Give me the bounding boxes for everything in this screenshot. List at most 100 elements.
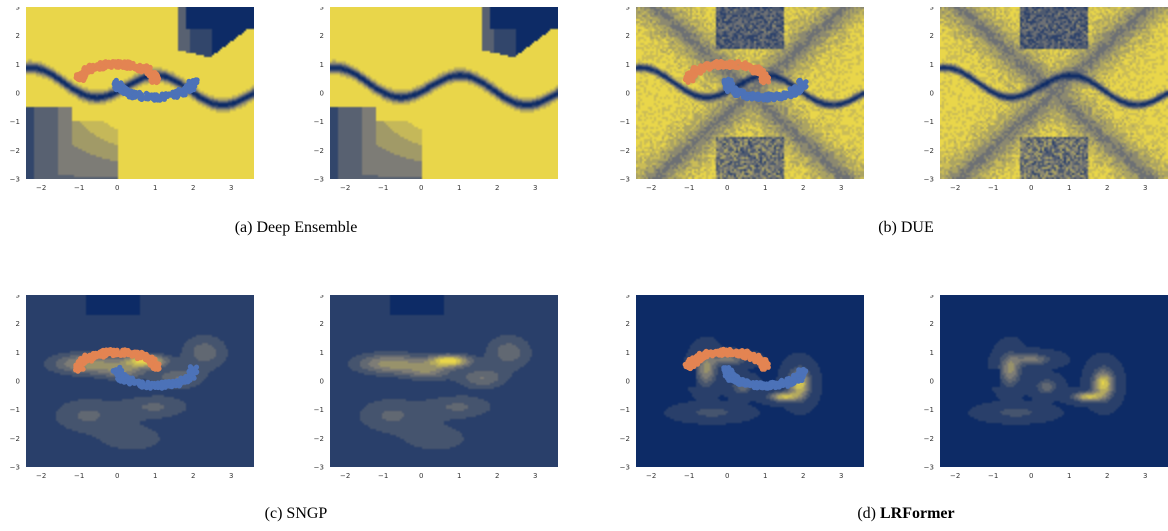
y-tick-label: −3 — [10, 464, 20, 472]
y-tick-label: −3 — [10, 176, 20, 184]
class1-point — [162, 91, 168, 97]
class1-point — [797, 84, 803, 90]
heatmap-field — [330, 7, 558, 179]
y-tick-label: 1 — [930, 61, 934, 69]
class0-point — [739, 348, 745, 354]
class1-point — [736, 378, 743, 384]
class1-point — [176, 86, 182, 93]
class0-point — [690, 355, 696, 361]
class1-point — [796, 78, 802, 85]
class0-point — [103, 347, 109, 353]
y-tick-label: −1 — [620, 406, 630, 414]
class0-point — [765, 79, 772, 85]
class1-point — [723, 78, 729, 84]
class0-point — [103, 353, 109, 359]
class1-point — [192, 83, 198, 89]
class1-point — [190, 78, 196, 84]
class0-point — [77, 359, 83, 365]
class1-point — [130, 380, 137, 386]
class1-point — [122, 90, 128, 96]
class1-point — [175, 380, 181, 386]
y-tick-label: 2 — [930, 32, 934, 40]
x-tick-label: 1 — [153, 184, 157, 192]
panel-sngp-uncertainty-only: −2 −1 0 1 2 3 −3 −2 −1 0 1 2 3 — [314, 295, 558, 480]
class0-point — [110, 59, 116, 65]
class1-point — [165, 379, 172, 385]
y-tick-label: 1 — [626, 61, 630, 69]
class0-point — [718, 61, 725, 67]
x-tick-label: 3 — [533, 472, 537, 480]
data-points — [682, 346, 809, 391]
class1-point — [187, 84, 194, 90]
x-tick-label: 0 — [115, 472, 119, 480]
x-tick-label: 3 — [229, 472, 233, 480]
class0-point — [88, 65, 94, 71]
class0-point — [708, 349, 714, 355]
class0-point — [147, 68, 153, 74]
class1-point — [137, 379, 143, 385]
y-tick-label: −2 — [620, 435, 630, 443]
y-tick-label: 2 — [320, 320, 324, 328]
class0-point — [682, 361, 688, 368]
class1-point — [114, 85, 120, 91]
class1-point — [763, 385, 769, 391]
class0-point — [711, 63, 717, 69]
class0-point — [755, 71, 761, 77]
x-tick-label: 2 — [495, 472, 499, 480]
class0-point — [122, 347, 128, 353]
class0-point — [716, 352, 722, 358]
class0-point — [95, 65, 101, 71]
class0-point — [684, 77, 690, 83]
class1-point — [118, 88, 124, 94]
class0-point — [759, 359, 765, 366]
y-tick-label: 0 — [626, 378, 630, 386]
class1-point — [113, 367, 119, 373]
y-tick-label: 0 — [320, 90, 324, 98]
class0-point — [694, 358, 700, 364]
class0-point — [97, 60, 103, 66]
x-tick-label: 1 — [457, 184, 461, 192]
x-tick-label: −1 — [74, 184, 84, 192]
class0-point — [73, 364, 79, 370]
y-tick-label: 3 — [320, 295, 324, 300]
class0-point — [694, 68, 700, 74]
class0-point — [87, 352, 93, 358]
class0-point — [142, 356, 148, 362]
panel-deep-ensemble-with-data: −2 −1 0 1 2 3 −3 −2 −1 0 1 2 3 — [10, 7, 254, 192]
x-tick-label: 1 — [1067, 184, 1071, 192]
x-tick-label: 0 — [419, 184, 423, 192]
class0-point — [138, 355, 144, 361]
class0-point — [95, 350, 101, 357]
class0-point — [735, 353, 741, 359]
y-tick-label: −3 — [620, 464, 630, 472]
class0-point — [74, 73, 80, 79]
class0-point — [760, 80, 767, 86]
x-tick-label: 0 — [115, 184, 119, 192]
x-tick-label: 3 — [839, 184, 843, 192]
y-tick-label: 0 — [16, 90, 20, 98]
y-tick-label: 2 — [16, 32, 20, 40]
x-tick-label: 2 — [801, 472, 805, 480]
caption-c-label: (c) — [264, 505, 283, 522]
class1-point — [734, 374, 741, 380]
data-points — [73, 58, 200, 103]
class1-point — [160, 382, 166, 388]
y-tick-label: 2 — [320, 32, 324, 40]
x-tick-label: −2 — [340, 472, 350, 480]
y-tick-label: −1 — [314, 406, 324, 414]
x-tick-label: 2 — [191, 472, 195, 480]
class1-point — [117, 377, 123, 383]
y-tick-label: −3 — [314, 464, 324, 472]
class1-point — [132, 92, 138, 98]
y-tick-label: −3 — [924, 176, 934, 184]
class0-point — [702, 354, 708, 360]
caption-d-label: (d) — [857, 505, 876, 522]
class1-point — [772, 94, 778, 100]
class1-point — [721, 367, 727, 373]
x-tick-label: 3 — [533, 184, 537, 192]
class0-point — [151, 72, 157, 78]
caption-b-label: (b) — [878, 219, 897, 236]
y-tick-label: −1 — [924, 406, 934, 414]
class1-point — [779, 380, 785, 386]
y-tick-label: −1 — [924, 118, 934, 126]
